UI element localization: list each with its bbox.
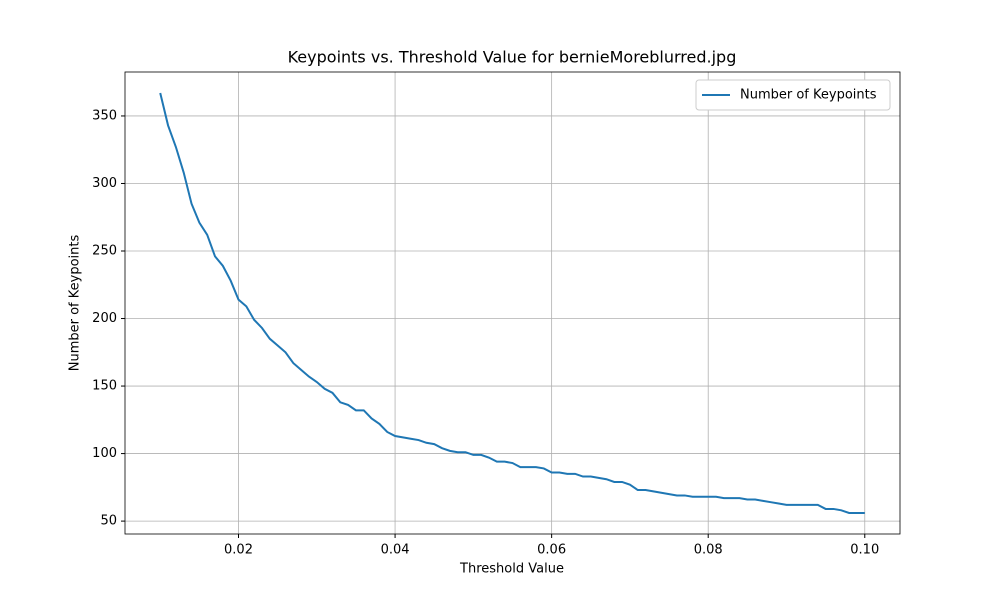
x-tick-label: 0.02 (224, 543, 253, 558)
y-tick-label: 200 (92, 311, 117, 326)
y-tick-label: 50 (100, 514, 117, 529)
y-tick-label: 250 (92, 244, 117, 259)
x-tick-label: 0.08 (694, 543, 723, 558)
y-axis-label: Number of Keypoints (68, 235, 83, 372)
y-tick-label: 300 (92, 176, 117, 191)
x-tick-label: 0.10 (850, 543, 879, 558)
legend-box (695, 79, 891, 111)
x-tick-label: 0.04 (381, 543, 410, 558)
x-tick-label: 0.06 (537, 543, 566, 558)
legend: Number of Keypoints (695, 79, 891, 111)
legend-label: Number of Keypoints (740, 88, 877, 103)
chart-title: Keypoints vs. Threshold Value for bernie… (288, 48, 737, 67)
y-tick-label: 150 (92, 379, 117, 394)
y-tick-label: 100 (92, 446, 117, 461)
y-tick-label: 350 (92, 108, 117, 123)
x-axis-label: Threshold Value (459, 562, 564, 577)
plot-frame (124, 71, 901, 535)
data-line (159, 92, 865, 514)
